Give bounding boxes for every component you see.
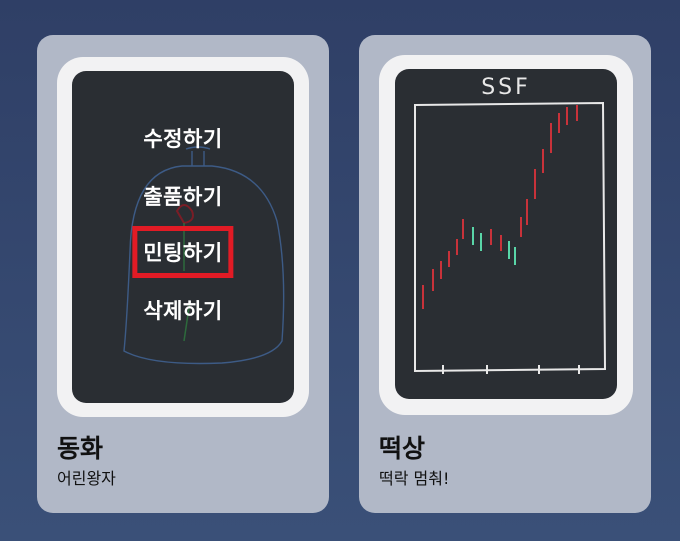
card-subtitle: 어린왕자	[57, 469, 116, 488]
nft-card-fairytale[interactable]: 수정하기 출품하기 민팅하기 삭제하기 동화 어린왕자	[37, 35, 329, 513]
card-title: 떡상	[379, 434, 426, 463]
artwork-frame: SSF	[379, 55, 633, 415]
drawing-label: SSF	[481, 75, 531, 100]
menu-item-delete[interactable]: 삭제하기	[143, 299, 223, 323]
menu-item-submit[interactable]: 출품하기	[143, 185, 223, 209]
hand-drawn-chart	[414, 101, 607, 374]
artwork-canvas: SSF	[395, 69, 617, 399]
artwork-frame: 수정하기 출품하기 민팅하기 삭제하기	[57, 57, 309, 417]
artwork-canvas: 수정하기 출품하기 민팅하기 삭제하기	[72, 71, 294, 403]
menu-item-mint[interactable]: 민팅하기	[132, 226, 234, 278]
card-action-menu: 수정하기 출품하기 민팅하기 삭제하기	[72, 71, 294, 403]
sketch-drawing	[123, 146, 285, 365]
card-subtitle: 떡락 멈춰!	[379, 469, 450, 488]
nft-card-moon[interactable]: SSF	[359, 35, 651, 513]
down-candles	[472, 227, 516, 265]
card-title: 동화	[57, 434, 104, 463]
up-candles	[422, 105, 578, 309]
menu-item-edit[interactable]: 수정하기	[143, 127, 223, 151]
